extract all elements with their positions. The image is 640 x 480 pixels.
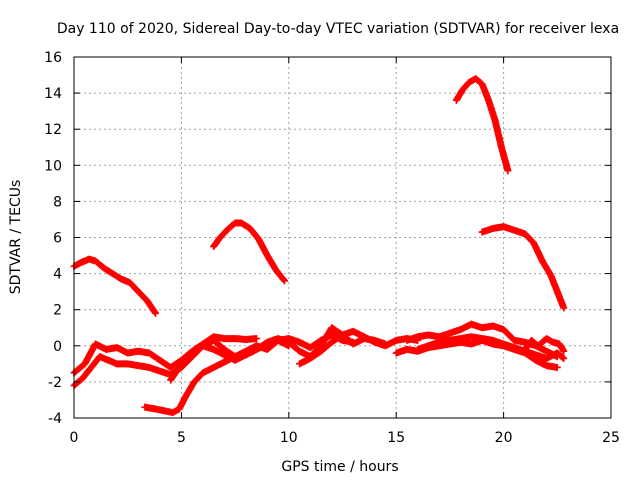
data-point	[553, 363, 561, 371]
data-point	[253, 335, 261, 343]
series-arc-9	[296, 327, 422, 368]
series-arc-4	[478, 223, 568, 312]
data-point	[560, 354, 568, 362]
x-axis-title: GPS time / hours	[281, 459, 398, 475]
x-tick-label: 10	[280, 430, 298, 446]
series-arc-1	[70, 255, 160, 317]
data-point	[280, 276, 288, 284]
axis-ticks: 0 5 10 15 20 25 -4 -2 0 2 4 6 8 10 12 14 16	[44, 50, 620, 446]
chart-title: Day 110 of 2020, Sidereal Day-to-day VTE…	[57, 21, 619, 37]
data-point	[152, 309, 160, 317]
y-tick-label: 2	[53, 303, 62, 319]
series-arc-5	[70, 333, 261, 377]
x-tick-label: 15	[387, 430, 405, 446]
data-points	[70, 75, 568, 417]
y-tick-label: -4	[48, 411, 62, 427]
series-arc-13	[521, 335, 568, 355]
y-tick-label: 14	[44, 86, 62, 102]
y-tick-label: 4	[53, 267, 62, 283]
data-point	[559, 354, 567, 362]
y-axis-title: SDTVAR / TECUs	[8, 180, 24, 295]
y-tick-label: 8	[53, 194, 62, 210]
data-point	[560, 304, 568, 312]
x-tick-label: 20	[495, 430, 513, 446]
data-point	[504, 167, 512, 175]
data-point	[560, 347, 568, 355]
x-tick-label: 5	[177, 430, 186, 446]
x-tick-label: 25	[602, 430, 620, 446]
y-tick-label: 6	[53, 231, 62, 247]
x-tick-label: 0	[70, 430, 79, 446]
series-arc-3	[452, 75, 512, 175]
y-tick-label: 0	[53, 339, 62, 355]
series-arc-2	[210, 219, 289, 285]
series-arc-11	[403, 320, 561, 361]
data-point	[281, 277, 289, 285]
series-arc-12	[414, 333, 568, 362]
y-tick-label: 16	[44, 50, 62, 66]
y-tick-label: 10	[44, 158, 62, 174]
y-tick-label: 12	[44, 122, 62, 138]
y-tick-label: -2	[48, 375, 62, 391]
